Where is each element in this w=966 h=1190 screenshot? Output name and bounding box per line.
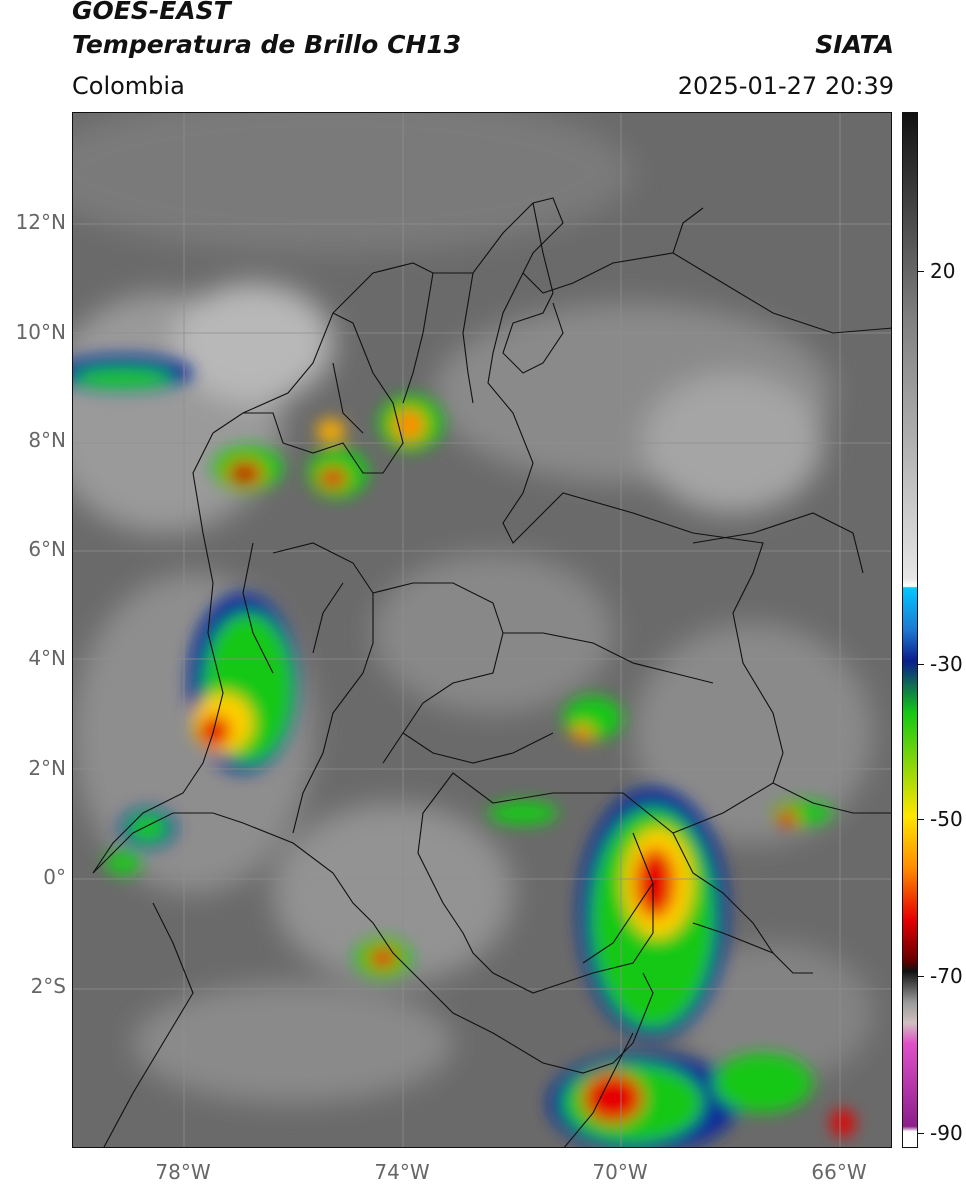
colorbar-label-minus50: -50 (930, 807, 963, 831)
map-canvas (73, 113, 891, 1147)
colorbar-label-minus90: -90 (930, 1121, 963, 1145)
colorbar-tick (918, 976, 924, 977)
colorbar-label-minus70: -70 (930, 964, 963, 988)
product-title: Temperatura de Brillo CH13 (72, 30, 462, 59)
colorbar-label-20: 20 (930, 259, 956, 283)
agency-label: SIATA (815, 30, 894, 59)
lon-label-70w: 70°W (592, 1160, 648, 1184)
lon-label-74w: 74°W (374, 1160, 430, 1184)
colorbar-tick (918, 819, 924, 820)
lon-label-66w: 66°W (811, 1160, 867, 1184)
satellite-map[interactable] (72, 112, 892, 1148)
borders (92, 197, 891, 1147)
lat-label-4n: 4°N (28, 646, 66, 670)
lat-label-0: 0° (43, 865, 66, 889)
lat-label-6n: 6°N (28, 537, 66, 561)
lat-label-2s: 2°S (30, 974, 66, 998)
storm-cells (73, 355, 855, 1147)
lon-label-78w: 78°W (155, 1160, 211, 1184)
colorbar (902, 112, 918, 1148)
satellite-title: GOES-EAST (72, 0, 231, 25)
lat-label-10n: 10°N (15, 320, 66, 344)
datetime-label: 2025-01-27 20:39 (677, 72, 894, 100)
colorbar-tick (918, 1133, 924, 1134)
colorbar-tick (918, 664, 924, 665)
colorbar-label-minus30: -30 (930, 652, 963, 676)
lat-label-2n: 2°N (28, 756, 66, 780)
gridlines (73, 113, 891, 1147)
colorbar-tick (918, 271, 924, 272)
lat-label-12n: 12°N (15, 210, 66, 234)
region-label: Colombia (72, 72, 185, 100)
lat-label-8n: 8°N (28, 428, 66, 452)
